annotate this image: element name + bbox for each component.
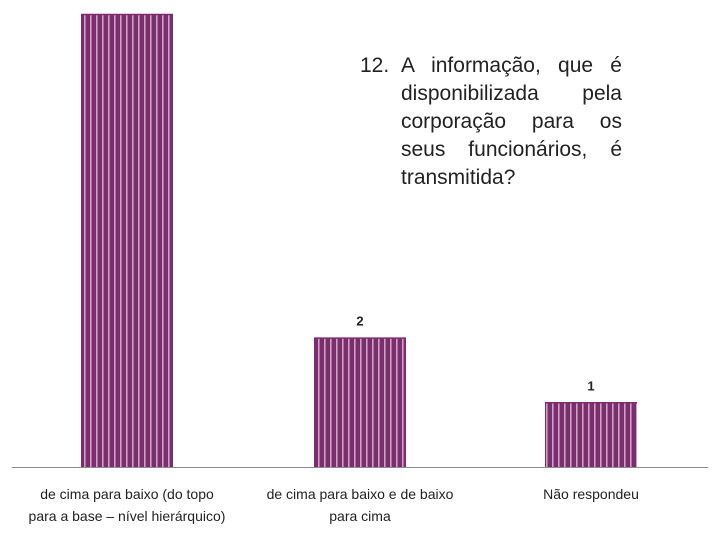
data-label-2: 2: [356, 314, 363, 329]
category-label-3-line-1: Não respondeu: [543, 486, 639, 502]
category-label-2-line-1: de cima para baixo e de baixo: [267, 486, 454, 502]
title-text: A informação, que é disponibilizada pela…: [401, 54, 622, 189]
bar-3: [545, 402, 637, 467]
category-label-2-line-2: para cima: [329, 508, 391, 524]
chart-title: 12. A informação, que é disponibilizada …: [360, 52, 622, 192]
data-labels-group: 21: [356, 314, 594, 394]
bars-group: [81, 13, 637, 467]
data-label-3: 1: [587, 378, 594, 393]
bar-1: [81, 14, 173, 467]
category-label-1-line-2: para a base – nível hierárquico): [29, 508, 226, 524]
category-label-1-line-1: de cima para baixo (do topo: [40, 486, 214, 502]
category-labels-group: de cima para baixo (do topo para a base –…: [29, 486, 639, 524]
title-number: 12.: [360, 54, 390, 77]
bar-2: [314, 337, 406, 467]
